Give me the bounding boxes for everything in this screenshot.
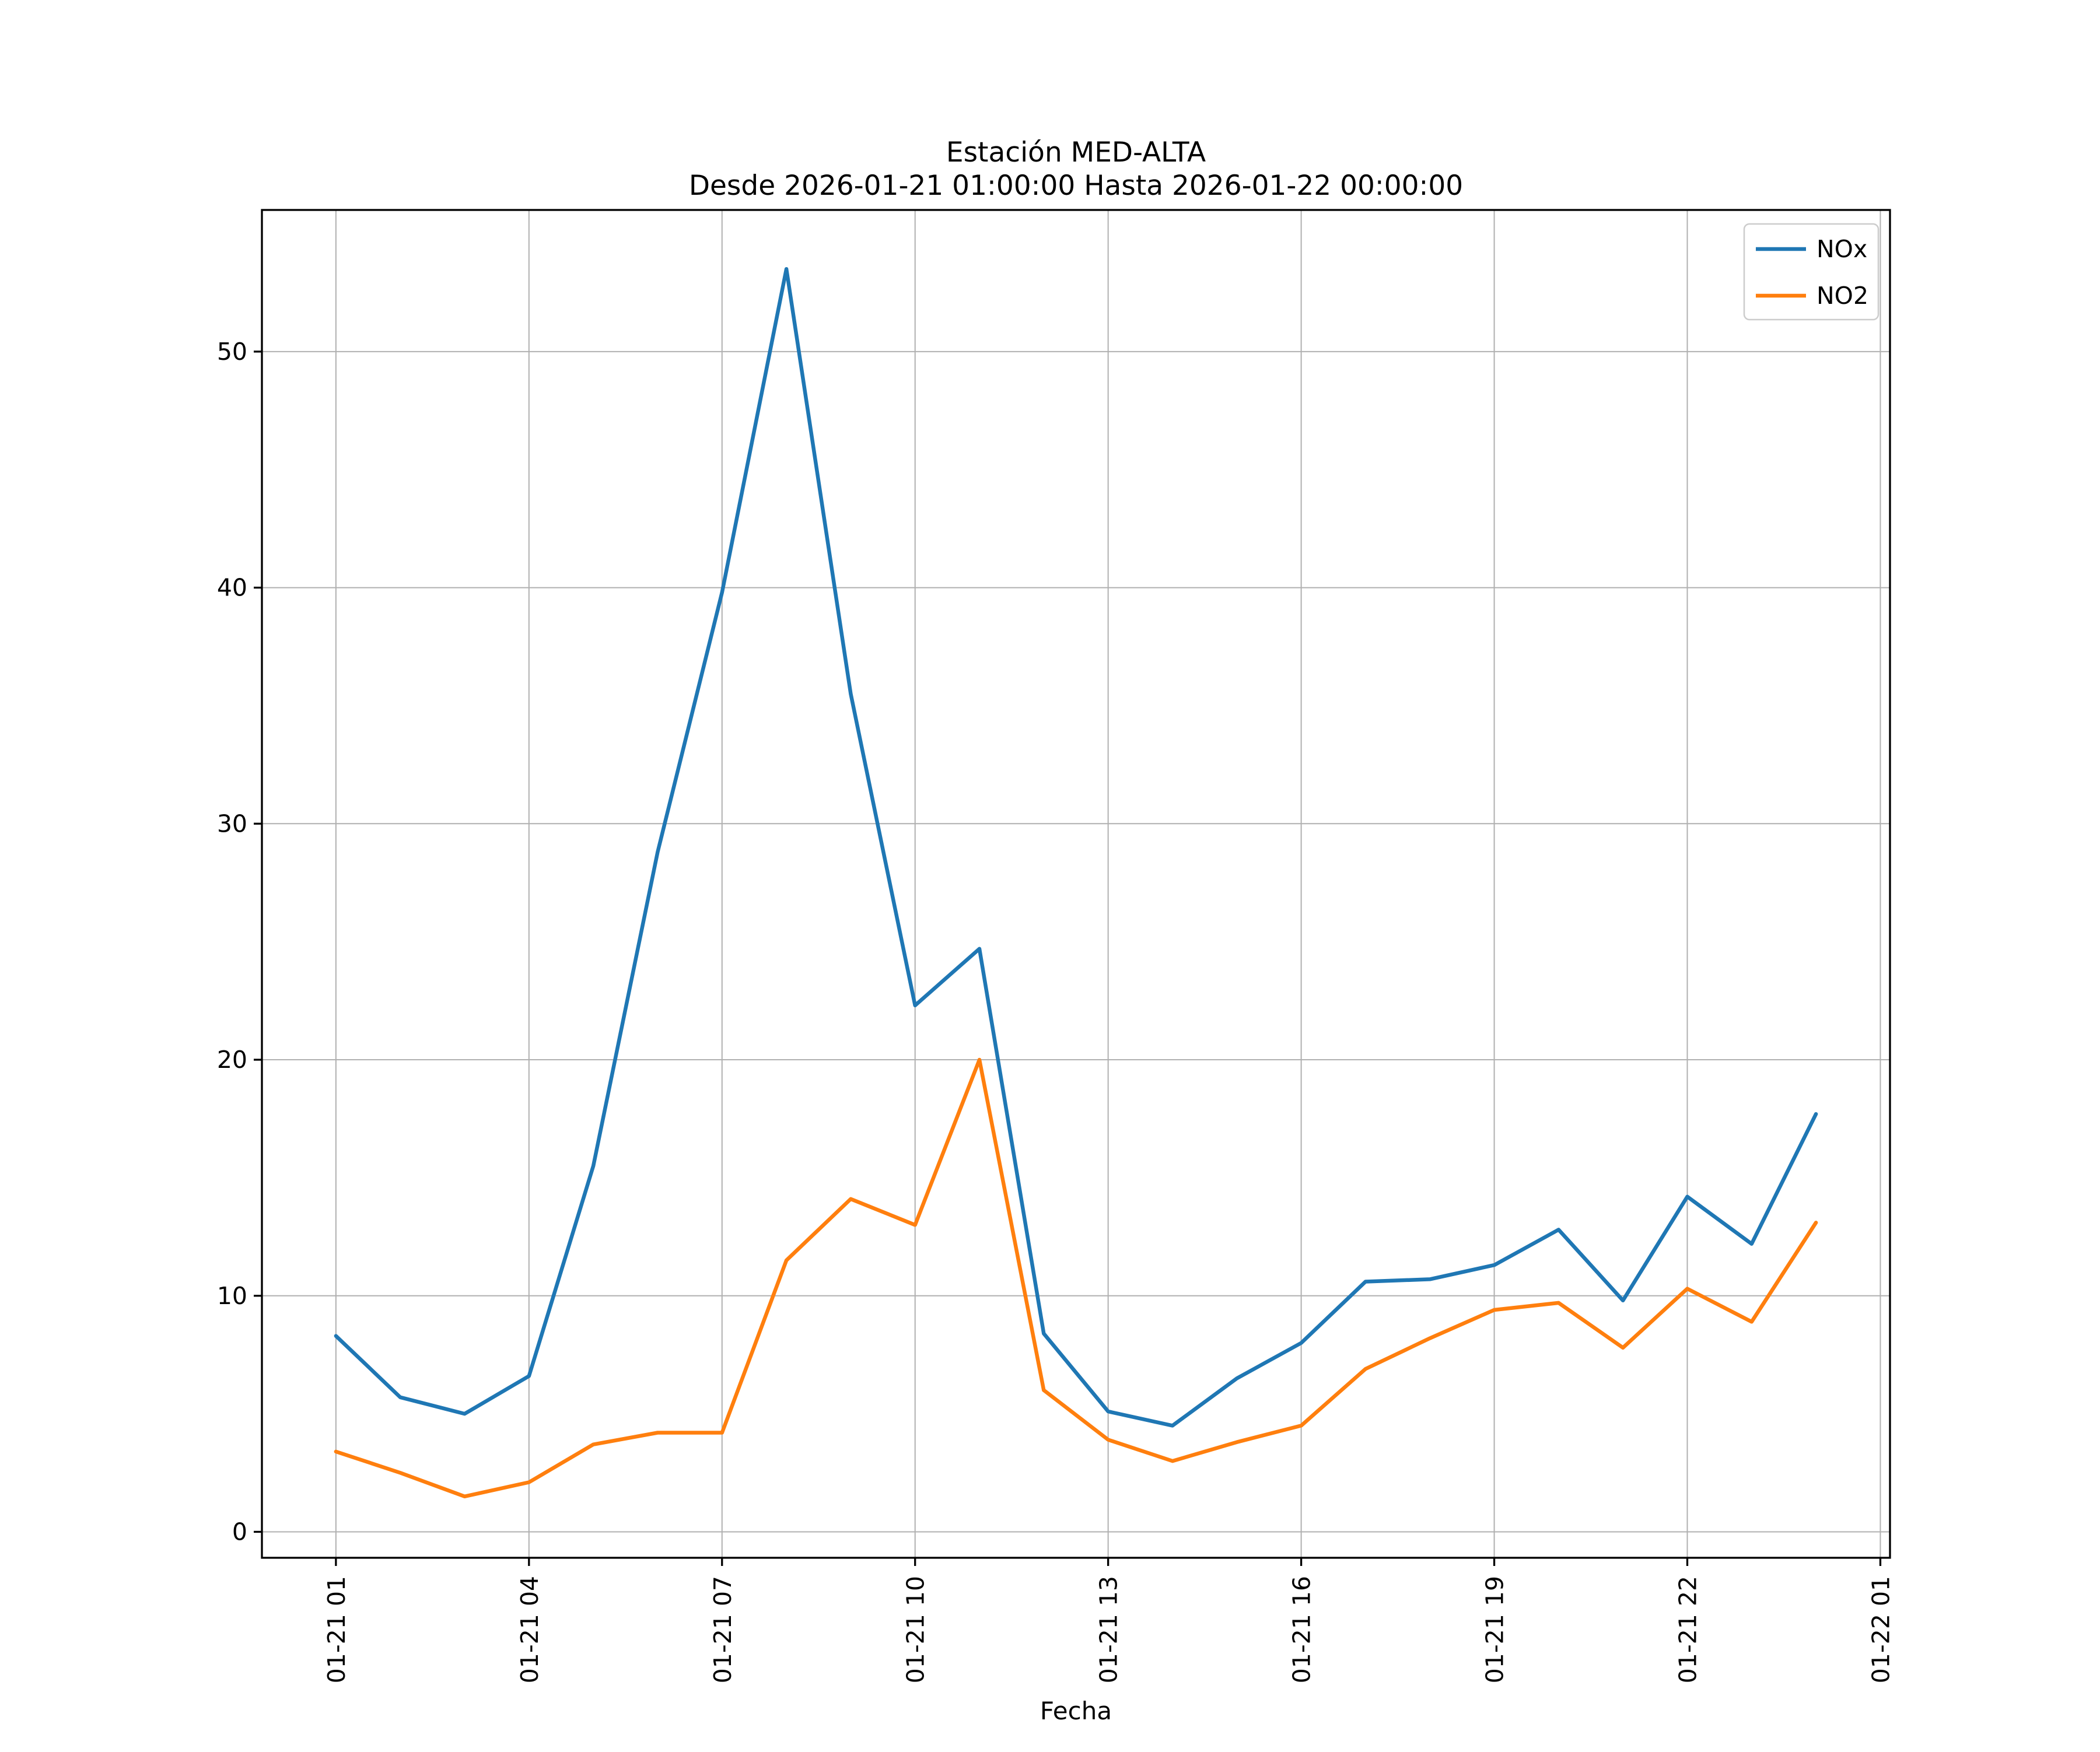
x-tick-label: 01-21 07 bbox=[709, 1576, 737, 1683]
ticks bbox=[254, 351, 1882, 1566]
nox-line bbox=[334, 267, 1818, 1428]
x-tick-label: 01-21 01 bbox=[323, 1576, 351, 1683]
x-tick-label: 01-21 22 bbox=[1674, 1576, 1702, 1683]
x-tick-label: 01-21 04 bbox=[516, 1576, 544, 1683]
y-tick-label: 40 bbox=[217, 574, 247, 602]
grid bbox=[262, 210, 1890, 1558]
x-tick-label: 01-21 19 bbox=[1481, 1576, 1509, 1683]
y-tick-label: 10 bbox=[217, 1282, 247, 1310]
y-tick-label: 20 bbox=[217, 1046, 247, 1074]
plot-border bbox=[261, 209, 1891, 1559]
no2-line bbox=[334, 1057, 1818, 1499]
chart-subtitle: Desde 2026-01-21 01:00:00 Hasta 2026-01-… bbox=[689, 170, 1463, 202]
x-tick-label: 01-21 10 bbox=[902, 1576, 930, 1683]
x-tick-label: 01-22 01 bbox=[1867, 1576, 1895, 1683]
y-tick-label: 30 bbox=[217, 810, 247, 838]
y-tick-label: 50 bbox=[217, 338, 247, 366]
legend: NOx NO2 bbox=[1743, 223, 1880, 321]
y-tick-label: 0 bbox=[232, 1518, 247, 1546]
x-axis-label: Fecha bbox=[1040, 1697, 1112, 1725]
x-tick-label: 01-21 16 bbox=[1288, 1576, 1316, 1683]
chart-title: Estación MED-ALTA bbox=[946, 136, 1206, 169]
legend-nox-label: NOx bbox=[1817, 235, 1867, 263]
x-tick-label: 01-21 13 bbox=[1095, 1576, 1123, 1683]
legend-no2-label: NO2 bbox=[1817, 282, 1868, 310]
